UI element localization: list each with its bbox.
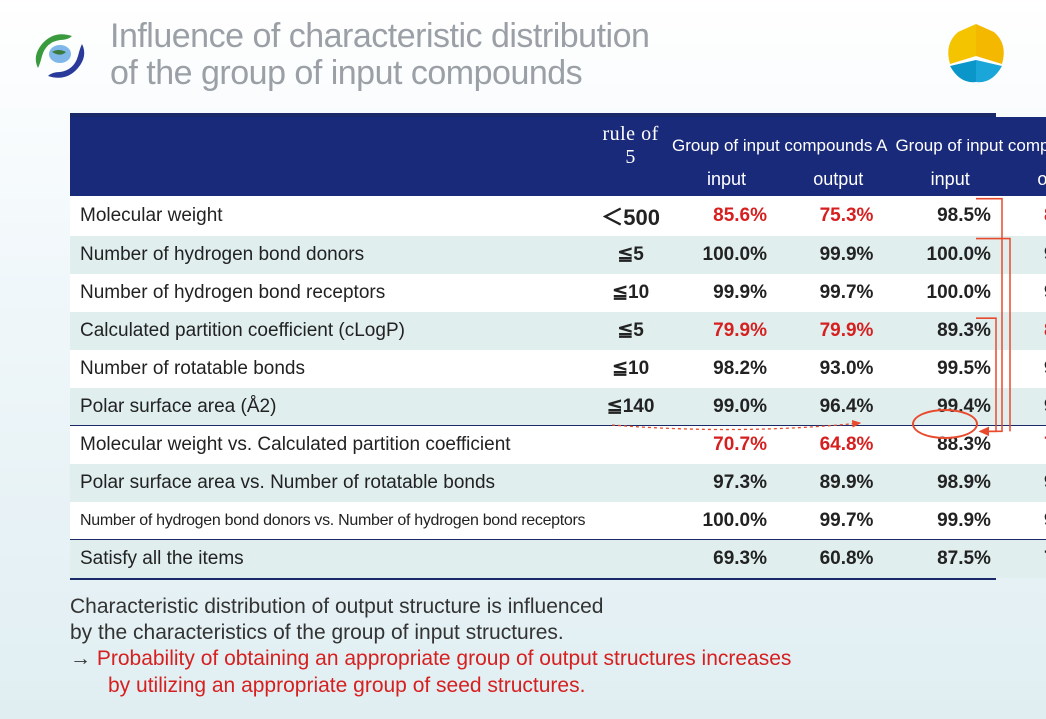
cell-a_out: 89.9% (785, 464, 891, 502)
title-line2: of the group of input compounds (110, 55, 936, 92)
row-label: Number of hydrogen bond donors vs. Numbe… (70, 502, 593, 540)
row-rule: ≦10 (593, 274, 668, 312)
cell-a_in: 98.2% (668, 350, 785, 388)
cell-a_out: 99.7% (785, 502, 891, 540)
cell-b_in: 99.4% (891, 388, 1009, 426)
table-row: Calculated partition coefficient (cLogP)… (70, 312, 1046, 350)
cell-b_out: 99.6% (1009, 502, 1046, 540)
cell-b_in: 88.3% (891, 426, 1009, 464)
conclusion-line2: by utilizing an appropriate group of see… (70, 673, 1006, 699)
row-rule (593, 502, 668, 540)
col-b-output: output (1009, 169, 1046, 196)
cell-a_in: 100.0% (668, 502, 785, 540)
row-label: Molecular weight vs. Calculated partitio… (70, 426, 593, 464)
table-row: Polar surface area vs. Number of rotatab… (70, 464, 1046, 502)
title-line1: Influence of characteristic distribution (110, 18, 936, 55)
cell-a_in: 97.3% (668, 464, 785, 502)
cell-b_out: 99.6% (1009, 274, 1046, 312)
table-row: Number of rotatable bonds≦1098.2%93.0%99… (70, 350, 1046, 388)
col-a-input: input (668, 169, 785, 196)
data-table: rule of 5 Group of input compounds A Gro… (70, 117, 1046, 578)
cell-b_in: 100.0% (891, 236, 1009, 274)
row-label: Number of rotatable bonds (70, 350, 593, 388)
cell-a_out: 99.9% (785, 236, 891, 274)
cell-b_out: 95.1% (1009, 388, 1046, 426)
col-rule5: rule of 5 (593, 117, 668, 169)
row-label: Calculated partition coefficient (cLogP) (70, 312, 593, 350)
cell-b_in: 98.9% (891, 464, 1009, 502)
cell-a_in: 99.9% (668, 274, 785, 312)
cell-a_out: 64.8% (785, 426, 891, 464)
row-label: Satisfy all the items (70, 540, 593, 578)
col-a-output: output (785, 169, 891, 196)
cell-b_out: 88.1% (1009, 196, 1046, 236)
cell-a_in: 99.0% (668, 388, 785, 426)
row-label: Polar surface area vs. Number of rotatab… (70, 464, 593, 502)
row-label: Polar surface area (Å2) (70, 388, 593, 426)
footer-line1: Characteristic distribution of output st… (70, 594, 1006, 620)
col-group-a: Group of input compounds A (668, 117, 891, 169)
cell-b_out: 79.3% (1009, 426, 1046, 464)
table-row: Number of hydrogen bond donors≦5100.0%99… (70, 236, 1046, 274)
cell-b_out: 74.8% (1009, 540, 1046, 578)
cell-b_in: 98.5% (891, 196, 1009, 236)
cell-a_out: 75.3% (785, 196, 891, 236)
footer-line2: by the characteristics of the group of i… (70, 620, 1006, 646)
cell-b_in: 100.0% (891, 274, 1009, 312)
cell-a_in: 69.3% (668, 540, 785, 578)
table-row: Molecular weight vs. Calculated partitio… (70, 426, 1046, 464)
cell-a_in: 85.6% (668, 196, 785, 236)
col-group-b: Group of input compounds B (891, 117, 1046, 169)
cell-a_out: 96.4% (785, 388, 891, 426)
cell-b_out: 95.0% (1009, 350, 1046, 388)
table-row: Molecular weight＜50085.6%75.3%98.5%88.1% (70, 196, 1046, 236)
cell-a_in: 70.7% (668, 426, 785, 464)
data-table-container: rule of 5 Group of input compounds A Gro… (70, 113, 996, 580)
row-rule: ≦10 (593, 350, 668, 388)
row-label: Molecular weight (70, 196, 593, 236)
cell-b_out: 87.0% (1009, 312, 1046, 350)
row-rule: ≦5 (593, 312, 668, 350)
col-b-input: input (891, 169, 1009, 196)
row-rule (593, 540, 668, 578)
row-rule (593, 464, 668, 502)
cell-b_out: 99.9% (1009, 236, 1046, 274)
cell-b_in: 87.5% (891, 540, 1009, 578)
cell-a_out: 79.9% (785, 312, 891, 350)
cell-a_out: 60.8% (785, 540, 891, 578)
row-rule: ≦140 (593, 388, 668, 426)
footer-text: Characteristic distribution of output st… (70, 594, 1006, 699)
logo-right-icon (936, 22, 1016, 92)
row-label: Number of hydrogen bond donors (70, 236, 593, 274)
cell-b_out: 91.0% (1009, 464, 1046, 502)
cell-b_in: 99.9% (891, 502, 1009, 540)
table-row: Polar surface area (Å2)≦14099.0%96.4%99.… (70, 388, 1046, 426)
table-row: Satisfy all the items 69.3%60.8%87.5%74.8… (70, 540, 1046, 578)
table-row: Number of hydrogen bond donors vs. Numbe… (70, 502, 1046, 540)
cell-a_in: 79.9% (668, 312, 785, 350)
arrow-icon: → (70, 647, 91, 670)
row-rule: ＜500 (593, 196, 668, 236)
row-label: Number of hydrogen bond receptors (70, 274, 593, 312)
conclusion-line1: Probability of obtaining an appropriate … (97, 647, 792, 670)
page-title: Influence of characteristic distribution… (110, 18, 936, 93)
table-row: Number of hydrogen bond receptors≦1099.9… (70, 274, 1046, 312)
cell-a_out: 93.0% (785, 350, 891, 388)
cell-a_out: 99.7% (785, 274, 891, 312)
row-rule: ≦5 (593, 236, 668, 274)
cell-a_in: 100.0% (668, 236, 785, 274)
logo-left-icon (30, 26, 90, 86)
cell-b_in: 99.5% (891, 350, 1009, 388)
row-rule (593, 426, 668, 464)
cell-b_in: 89.3% (891, 312, 1009, 350)
